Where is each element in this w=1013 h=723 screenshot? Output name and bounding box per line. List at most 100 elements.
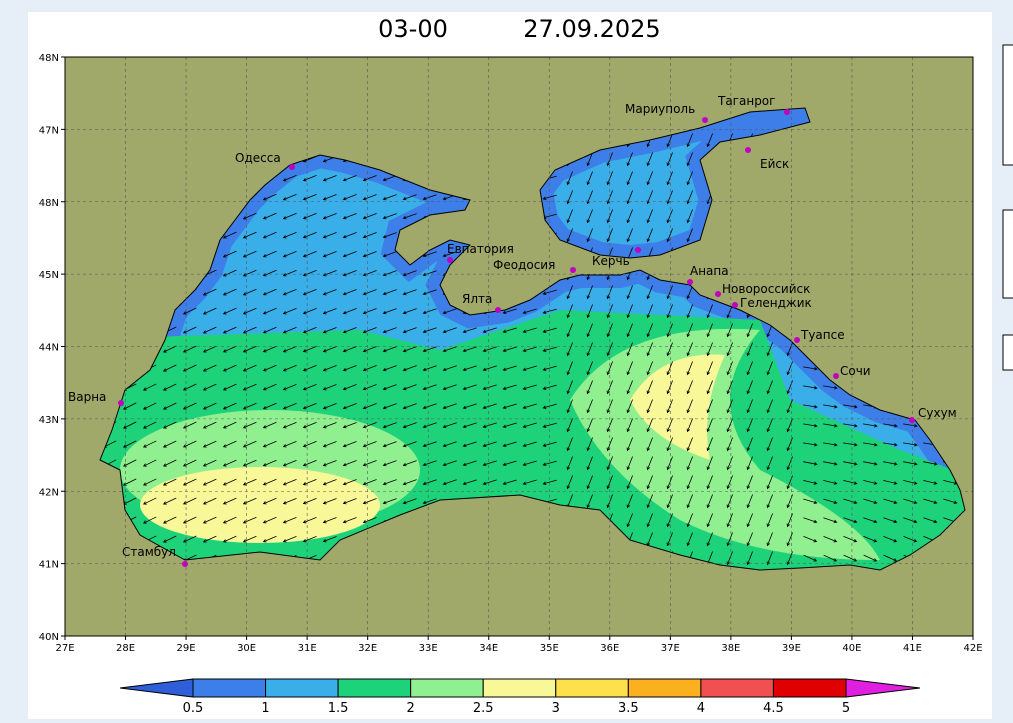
wind-arrow [362, 517, 377, 524]
wind-arrow [262, 307, 277, 315]
wind-arrow [262, 212, 277, 220]
wind-arrow [823, 498, 838, 504]
wind-arrow [726, 456, 733, 471]
wind-arrow [666, 494, 673, 509]
wind-arrow [606, 228, 613, 243]
wind-arrow [202, 402, 217, 410]
wind-arrow [482, 346, 497, 353]
wind-arrow [262, 288, 277, 296]
wind-arrow [586, 475, 593, 490]
wind-arrow [322, 403, 337, 410]
wind-arrow [666, 475, 673, 490]
wind-arrow [282, 288, 297, 296]
wind-arrow [803, 366, 818, 371]
wind-arrow [422, 251, 437, 258]
wind-arrow [282, 231, 297, 239]
wind-arrow [162, 478, 177, 486]
wind-arrow [746, 361, 753, 376]
wind-arrow [242, 269, 257, 277]
wind-arrow [242, 231, 257, 239]
wind-arrow [282, 440, 297, 448]
wind-arrow [182, 535, 197, 543]
wind-arrow [686, 152, 693, 167]
wind-arrow [442, 327, 457, 334]
wind-arrow [382, 498, 397, 505]
wind-arrow [666, 209, 673, 224]
wind-arrow [746, 437, 753, 452]
wind-arrow [726, 380, 733, 395]
city-dot [745, 147, 751, 153]
wind-arrow [382, 251, 397, 258]
wind-arrow [686, 171, 693, 186]
wind-arrow [342, 289, 357, 296]
wind-arrow [626, 456, 633, 471]
wind-arrow [666, 380, 673, 395]
wind-arrow [282, 307, 297, 315]
wind-arrow [402, 441, 417, 448]
wind-arrow [542, 289, 557, 295]
wind-arrow [282, 174, 297, 182]
wind-arrow [646, 380, 653, 395]
wind-arrow [542, 460, 557, 466]
wind-arrow [422, 460, 437, 467]
wind-arrow [646, 323, 653, 338]
wind-arrow [726, 323, 733, 338]
wind-arrow [923, 498, 938, 504]
wind-arrow [282, 326, 297, 334]
wind-arrow [402, 194, 417, 201]
wind-arrow [282, 269, 297, 277]
wind-arrow [542, 327, 557, 333]
wind-arrow [382, 441, 397, 448]
wind-arrow [626, 190, 633, 205]
city-dot [687, 279, 693, 285]
wind-arrow [666, 456, 673, 471]
city-dot [447, 257, 453, 263]
wind-arrow [382, 194, 397, 201]
wind-arrow [626, 475, 633, 490]
wind-arrow [442, 460, 457, 467]
lon-label: 39E [782, 643, 801, 654]
wind-arrow [766, 513, 773, 528]
wind-arrow [362, 194, 377, 201]
wind-arrow [686, 133, 693, 148]
wind-arrow [242, 421, 257, 429]
colorbar-band [772, 678, 847, 698]
wind-arrow [442, 422, 457, 429]
wind-arrow [302, 403, 317, 410]
wind-arrow [282, 478, 297, 486]
wind-arrow [342, 251, 357, 258]
wind-arrow [566, 437, 573, 452]
wind-arrow [222, 250, 237, 258]
city-dot [833, 373, 839, 379]
wind-arrow [502, 346, 517, 353]
graticule [65, 57, 973, 636]
wind-arrow [262, 383, 277, 391]
wind-arrow [586, 380, 593, 395]
wind-arrow [402, 479, 417, 486]
wind-arrow [402, 270, 417, 277]
wind-arrow [342, 441, 357, 448]
wind-arrow [786, 399, 793, 414]
wind-arrow [222, 326, 237, 334]
wind-arrow [282, 383, 297, 391]
wind-arrow [883, 461, 898, 466]
wind-arrow [542, 346, 557, 352]
wind-arrow [222, 478, 237, 486]
lon-label: 38E [721, 643, 740, 654]
wind-arrow [442, 479, 457, 486]
wind-arrow [586, 494, 593, 509]
wind-arrow [162, 497, 177, 505]
wind-arrow [342, 346, 357, 353]
wind-arrow [746, 456, 753, 471]
wind-arrow [502, 460, 517, 467]
wind-arrow [726, 475, 733, 490]
wind-arrow [903, 461, 918, 466]
wind-arrow [262, 497, 277, 505]
wind-arrow [322, 365, 337, 372]
wind-arrow [242, 212, 257, 220]
wind-arrow [442, 365, 457, 372]
wind-arrow [322, 289, 337, 296]
wind-arrow [482, 403, 497, 410]
wind-arrow [302, 441, 317, 448]
